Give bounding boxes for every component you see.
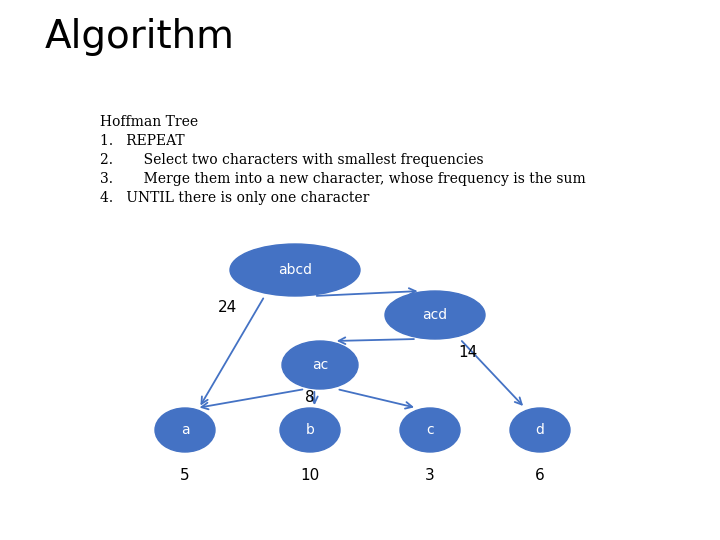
Ellipse shape (280, 408, 340, 452)
Ellipse shape (230, 244, 360, 296)
Text: 24: 24 (218, 300, 238, 315)
Ellipse shape (385, 291, 485, 339)
Text: Hoffman Tree: Hoffman Tree (100, 115, 198, 129)
Text: 10: 10 (300, 468, 320, 483)
Text: 4.   UNTIL there is only one character: 4. UNTIL there is only one character (100, 191, 369, 205)
Text: 3: 3 (425, 468, 435, 483)
Text: 6: 6 (535, 468, 545, 483)
Text: 1.   REPEAT: 1. REPEAT (100, 134, 184, 148)
Text: c: c (426, 423, 434, 437)
Text: acd: acd (423, 308, 448, 322)
Ellipse shape (282, 341, 358, 389)
Text: abcd: abcd (278, 263, 312, 277)
Text: 8: 8 (305, 390, 315, 405)
Text: 3.       Merge them into a new character, whose frequency is the sum: 3. Merge them into a new character, whos… (100, 172, 586, 186)
Text: 5: 5 (180, 468, 190, 483)
Text: 14: 14 (458, 345, 477, 360)
Ellipse shape (510, 408, 570, 452)
Text: 2.       Select two characters with smallest frequencies: 2. Select two characters with smallest f… (100, 153, 484, 167)
Text: Algorithm: Algorithm (45, 18, 235, 56)
Ellipse shape (155, 408, 215, 452)
Text: d: d (536, 423, 544, 437)
Text: b: b (305, 423, 315, 437)
Text: a: a (181, 423, 189, 437)
Text: ac: ac (312, 358, 328, 372)
Ellipse shape (400, 408, 460, 452)
